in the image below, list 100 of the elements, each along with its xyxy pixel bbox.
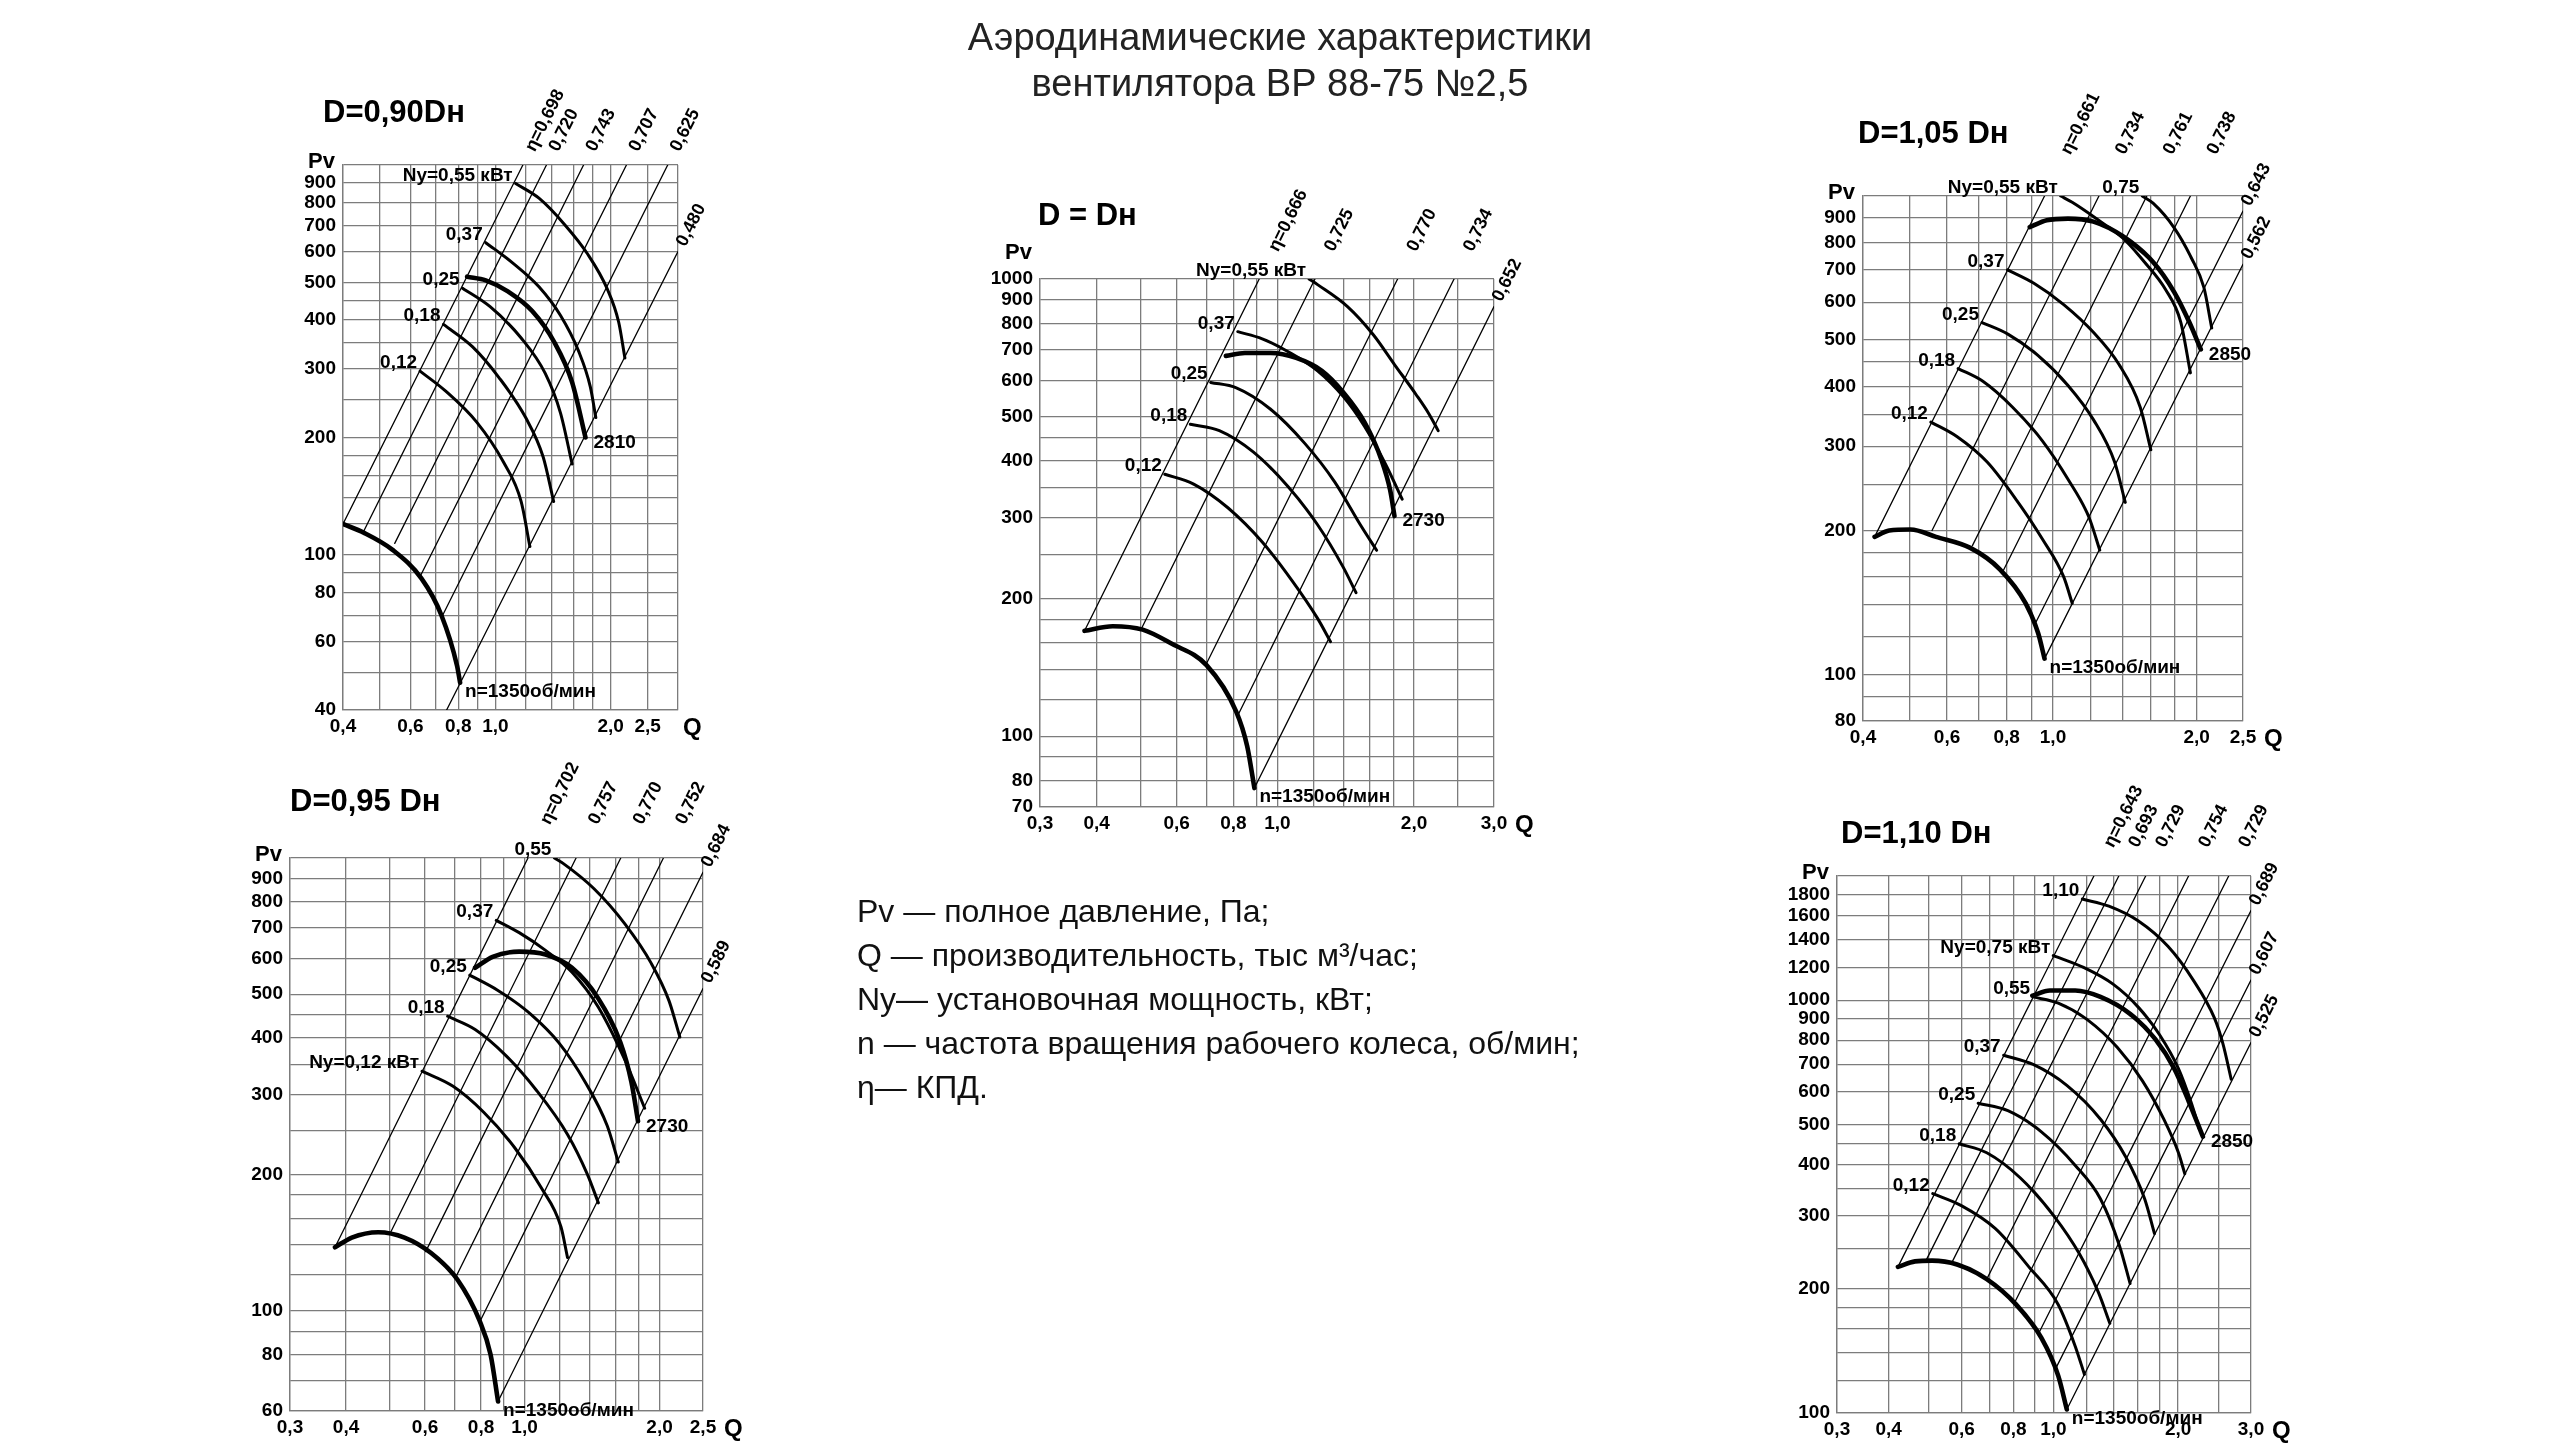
text: Pv — полное давление, Па; [857,892,1271,931]
y-tick-label: 700 [304,213,336,235]
y-tick-label: 100 [1824,662,1856,684]
series-label: 0,25 [1942,302,1980,324]
x-tick-label: 2,0 [2183,725,2210,747]
series-label: n=1350об/мин [2049,655,2181,677]
x-axis-title: Q [724,1414,743,1441]
series-label: Ny=0,12 кВт [309,1051,420,1073]
x-tick-label: 0,6 [1933,725,1961,747]
text: Ny— установочная мощность, кВт; [857,980,1374,1019]
y-tick-label: 60 [314,629,336,651]
y-tick-label: 300 [1798,1204,1830,1226]
x-tick-label: 1,0 [2040,1417,2067,1439]
series-label: n=1350об/мин [465,679,596,701]
series-label: 2730 [646,1114,689,1136]
x-tick-label: 2,0 [597,714,624,736]
x-tick-label: 2,5 [634,714,662,736]
x-tick-label: 0,6 [397,714,424,736]
y-tick-label: 600 [1798,1080,1830,1102]
y-tick-label: 900 [1824,206,1856,228]
x-tick-label: 2,5 [2229,725,2257,747]
series-label: n=1350об/мин [1259,785,1391,807]
y-tick-label: 400 [1798,1152,1830,1174]
x-tick-label: 0,6 [411,1415,439,1437]
y-axis-title: Pv [1005,239,1033,264]
y-tick-label: 500 [1798,1112,1830,1134]
series-label: 0,37 [1963,1035,2001,1057]
series-label: 0,25 [1170,362,1209,384]
y-tick-label: 80 [261,1342,283,1364]
y-tick-label: 400 [1001,449,1033,471]
text: 0,738 [2201,108,2240,158]
x-tick-label: 1,0 [2039,725,2067,747]
series-label: 0,55 [514,838,552,859]
y-tick-label: 800 [1824,230,1856,252]
y-tick-label: 80 [314,580,336,602]
y-tick-label: 300 [304,357,336,379]
y-tick-label: 1400 [1787,928,1830,950]
y-tick-label: 100 [304,543,336,565]
series-label: 0,55 [1993,976,2031,998]
text: 0,757 [583,778,622,828]
y-tick-label: 500 [1824,328,1856,350]
chart-title: D=0,95 Dн [290,783,441,818]
x-tick-label: 0,8 [1993,725,2020,747]
series-label: Ny=0,55 кВт [1947,176,2058,197]
series-label: 0,37 [1967,249,2005,271]
text: 0,770 [628,778,666,828]
y-tick-label: 400 [1824,374,1856,396]
x-tick-label: 0,8 [445,714,472,736]
x-tick-label: 0,4 [1875,1417,1903,1439]
text: 0,625 [665,105,704,155]
series-label: Ny=0,55 кВт [402,163,513,185]
series-label: 0,18 [1918,348,1956,370]
series-label: 0,18 [1150,404,1188,426]
text: 0,725 [1319,205,1358,255]
y-tick-label: 800 [251,890,283,912]
y-tick-label: 700 [1001,338,1033,360]
y-tick-label: 200 [1824,518,1856,540]
y-tick-label: 700 [1824,258,1856,280]
x-tick-label: 0,4 [332,1415,360,1437]
text: 0,734 [2110,108,2149,158]
text: n — частота вращения рабочего колеса, об/мин; [857,1024,1580,1063]
series-label: Ny=0,55 кВт [1196,259,1307,280]
series-label: Ny=0,75 кВт [1940,935,2051,957]
series-label: 2850 [2210,1129,2254,1151]
y-tick-label: 200 [304,425,336,447]
text: Аэродинамические характеристики вентилятора ВР 88-75 №2,5 [966,15,1594,106]
x-tick-label: 0,8 [1220,811,1247,833]
y-tick-label: 600 [1001,368,1033,390]
y-tick-label: 80 [1011,768,1033,790]
y-tick-label: 1200 [1787,955,1830,977]
text: 0,643 [2236,159,2275,209]
x-tick-label: 2,0 [646,1415,673,1437]
text: 0,652 [1487,255,1526,305]
text: 0,707 [623,105,662,155]
y-tick-label: 500 [251,982,283,1004]
series-label: 0,12 [1124,454,1162,476]
text: 0,761 [2158,108,2197,158]
y-tick-label: 800 [1001,311,1033,333]
y-axis-title: Pv [308,148,336,173]
x-tick-label: 2,0 [1400,811,1428,833]
y-tick-label: 1000 [1787,988,1830,1010]
text: 0,607 [2244,928,2283,978]
y-tick-label: 500 [1001,404,1033,426]
text: 0,689 [2244,859,2283,909]
series-label: 0,12 [1892,1173,1930,1195]
text: 0,770 [1402,205,1440,255]
y-tick-label: 200 [251,1162,283,1184]
x-tick-label: 0,6 [1948,1417,1975,1439]
series-label: 0,12 [1890,402,1928,424]
text: 0,729 [2233,801,2272,851]
series-label: 1,10 [2042,879,2080,901]
chart-title: D=1,05 Dн [1858,115,2009,150]
y-tick-label: 200 [1798,1276,1830,1298]
x-tick-label: 1,0 [1264,811,1291,833]
x-tick-label: 0,8 [2000,1417,2027,1439]
y-axis-title: Pv [255,841,283,866]
chart-title: D = Dн [1038,197,1137,232]
x-axis-title: Q [2264,724,2283,751]
y-tick-label: 600 [1824,290,1856,312]
series-label: 2730 [1402,509,1445,531]
